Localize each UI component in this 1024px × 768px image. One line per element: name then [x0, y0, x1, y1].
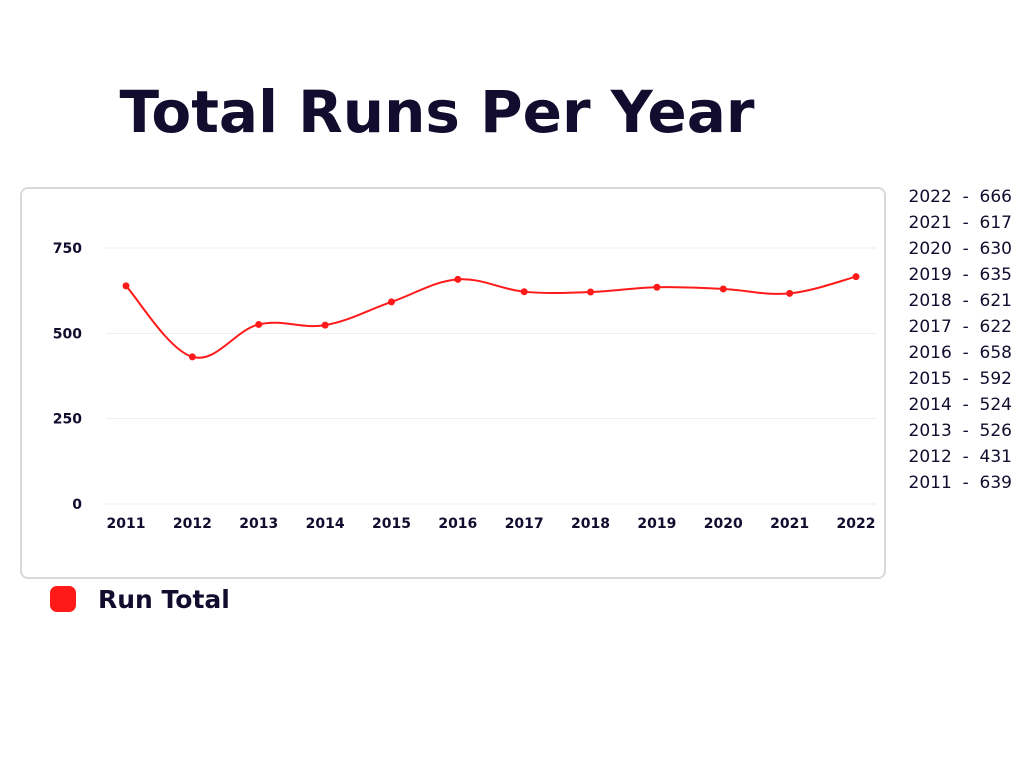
- x-tick-label: 2016: [438, 516, 477, 532]
- x-tick-label: 2012: [173, 516, 212, 532]
- legend-label: Run Total: [98, 584, 230, 614]
- data-point: [321, 321, 329, 329]
- chart-title: Total Runs Per Year: [119, 78, 755, 146]
- legend-swatch: [50, 586, 76, 612]
- x-tick-label: 2019: [637, 516, 676, 532]
- year-value-row: 2020 - 630: [908, 239, 1012, 259]
- data-point: [454, 275, 462, 283]
- data-point: [255, 320, 263, 328]
- year-value-row: 2021 - 617: [908, 213, 1012, 233]
- y-tick-label: 250: [53, 412, 82, 428]
- data-point: [852, 273, 860, 281]
- x-tick-label: 2020: [704, 516, 743, 532]
- year-value-row: 2018 - 621: [908, 291, 1012, 311]
- year-value-row: 2015 - 592: [908, 369, 1012, 389]
- year-value-row: 2014 - 524: [908, 395, 1012, 415]
- year-value-row: 2012 - 431: [908, 447, 1012, 467]
- year-value-row: 2016 - 658: [908, 343, 1012, 363]
- x-tick-label: 2018: [571, 516, 610, 532]
- y-tick-label: 750: [53, 241, 82, 257]
- y-tick-label: 500: [53, 326, 82, 342]
- x-tick-label: 2017: [505, 516, 544, 532]
- year-value-row: 2017 - 622: [908, 317, 1012, 337]
- year-value-row: 2022 - 666: [908, 187, 1012, 207]
- x-tick-label: 2015: [372, 516, 411, 532]
- line-chart: 0 250 500 750 2011 2012 2013 2014 2015 2016 2017 20…: [53, 241, 876, 532]
- year-values-list: 2022 - 666 2021 - 617 2020 - 630 2019 - 635…: [888, 186, 1012, 498]
- year-value-row: 2011 - 639: [908, 473, 1012, 493]
- chart-card: 0 250 500 750 2011 2012 2013 2014 2015 2016 2017 20…: [20, 187, 886, 579]
- data-point: [188, 353, 196, 361]
- x-tick-label: 2014: [306, 516, 345, 532]
- data-point: [587, 288, 595, 296]
- y-tick-label: 0: [72, 497, 82, 513]
- x-tick-label: 2021: [770, 516, 809, 532]
- data-point: [387, 298, 395, 306]
- year-value-row: 2013 - 526: [908, 421, 1012, 441]
- year-value-row: 2019 - 635: [908, 265, 1012, 285]
- legend: Run Total: [50, 584, 230, 614]
- x-tick-label: 2011: [107, 516, 146, 532]
- data-point: [520, 288, 528, 296]
- data-point: [719, 285, 727, 293]
- series-line: [125, 275, 857, 359]
- data-point: [653, 283, 661, 291]
- x-tick-label: 2013: [239, 516, 278, 532]
- x-tick-label: 2022: [837, 516, 876, 532]
- data-point: [122, 282, 130, 290]
- data-point: [786, 289, 794, 297]
